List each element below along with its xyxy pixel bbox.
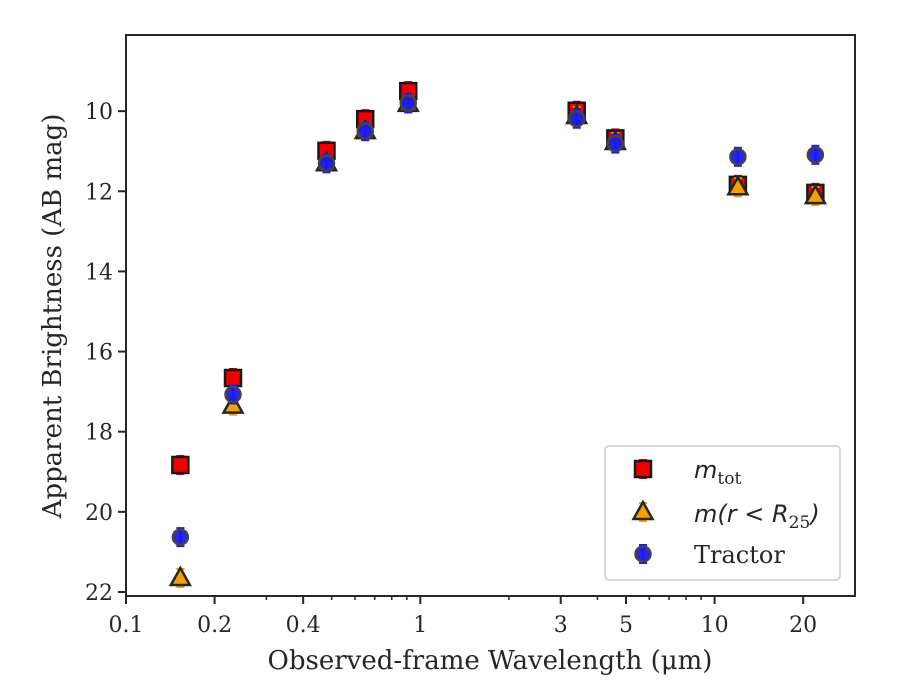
data-point-tractor-6 [606,133,625,154]
series-tractor [171,93,825,548]
data-point-mr25-8 [803,183,827,207]
x-axis-label: Observed-frame Wavelength (μm) [268,646,713,676]
y-tick-label-1: 12 [85,180,113,205]
x-tick-label-7: 20 [789,613,817,638]
x-tick-label-0: 0.1 [109,613,144,638]
data-point-tractor-0 [171,527,190,548]
data-point-mr25-0 [168,565,192,588]
legend-label-tractor: Tractor [694,541,785,569]
data-point-tractor-3 [356,121,374,142]
x-tick-label-6: 10 [701,613,729,638]
y-tick-label-4: 18 [85,421,113,446]
data-point-mtot-0 [171,454,190,475]
data-point-tractor-5 [567,108,586,129]
data-point-tractor-1 [224,384,242,405]
data-point-tractor-2 [317,153,336,174]
legend-box [604,445,841,581]
x-tick-label-1: 0.2 [197,613,232,638]
x-tick-label-4: 3 [554,613,568,638]
data-point-tractor-8 [806,144,825,165]
data-point-tractor-7 [729,146,747,167]
x-tick-label-5: 5 [619,613,633,638]
legend-marker-mtot [633,459,653,479]
legend-markers [631,459,655,564]
legend-label-mr25: m(r < R25) [694,500,820,533]
legend-marker-tractor [634,544,652,564]
y-tick-label-6: 22 [85,581,113,606]
plot-frame [125,34,856,597]
legend-marker-mr25 [631,499,655,522]
legend: mtot m(r < R25) Tractor [604,445,841,581]
axis-ticks: 0.1 0.2 0.4 1 3 5 10 20 10 12 14 16 18 20 22 [85,100,817,638]
y-tick-label-3: 16 [85,341,113,366]
data-points [168,81,827,588]
data-point-tractor-4 [399,93,417,114]
y-axis-label: Apparent Brightness (AB mag) [38,114,68,520]
x-tick-label-3: 1 [413,613,427,638]
data-point-mr25-7 [726,174,750,198]
y-tick-label-5: 20 [85,501,113,526]
y-tick-label-2: 14 [85,260,113,285]
x-tick-label-2: 0.4 [286,613,321,638]
legend-label-mtot: mtot [694,456,741,489]
y-tick-label-0: 10 [85,100,113,125]
data-point-mtot-1 [223,368,243,389]
